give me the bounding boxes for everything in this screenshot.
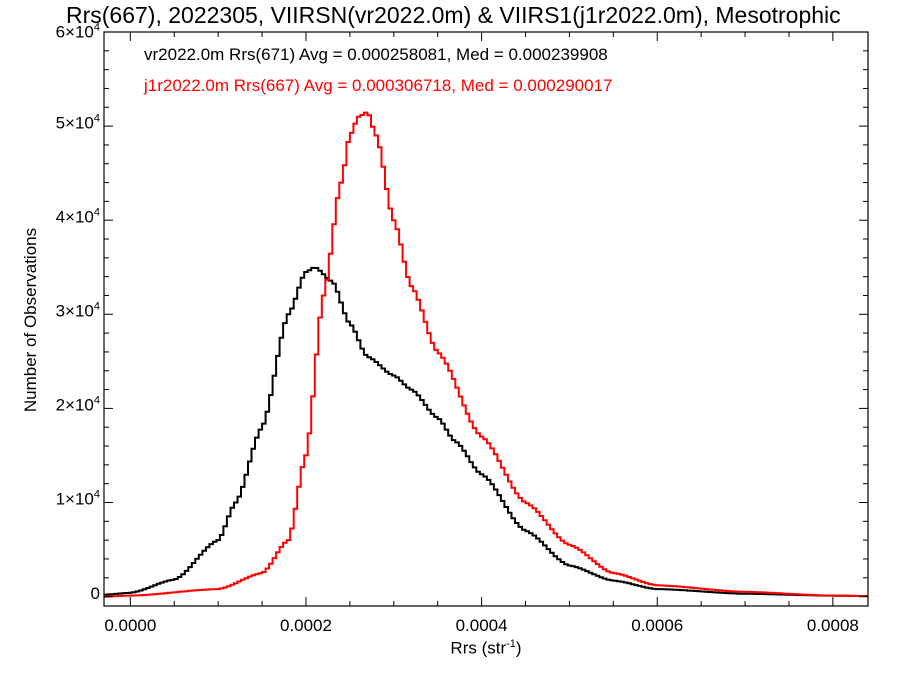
y-tick-mantissa: 2×10: [55, 395, 94, 415]
y-tick-label: 4×104: [56, 207, 100, 228]
x-tick-label: 0.0004: [455, 616, 508, 635]
y-tick-mantissa: 3×10: [55, 301, 94, 321]
x-tick-label: 0.0000: [104, 616, 157, 635]
y-tick-mantissa: 4×10: [55, 207, 94, 227]
x-tick-label: 0.0002: [279, 616, 332, 635]
series-j1r2022-histogram: [104, 111, 868, 598]
x-tick-label: 0.0008: [806, 616, 859, 635]
y-tick-mantissa: 1×10: [55, 489, 94, 509]
x-axis-label: Rrs (str-1): [450, 638, 522, 658]
y-tick-mantissa: 0: [90, 583, 100, 603]
legend-entry-vr: vr2022.0m Rrs(671) Avg = 0.000258081, Me…: [144, 45, 608, 64]
y-tick-mantissa: 5×10: [55, 113, 94, 133]
series-vr2022-histogram: [104, 266, 868, 598]
plot-frame: [103, 31, 869, 607]
y-tick-label: 3×104: [56, 301, 100, 322]
y-tick-mantissa: 6×10: [55, 22, 94, 42]
series-layer: [104, 111, 868, 598]
y-tick-label: 1×104: [56, 489, 100, 510]
y-tick-exponent: 4: [93, 206, 100, 219]
legend-entry-j1r: j1r2022.0m Rrs(667) Avg = 0.000306718, M…: [144, 76, 613, 95]
y-tick-label: 6×104: [56, 22, 100, 43]
y-tick-exponent: 4: [93, 21, 100, 34]
chart-title: Rrs(667), 2022305, VIIRSN(vr2022.0m) & V…: [66, 2, 841, 28]
y-tick-label: 0: [91, 584, 100, 604]
y-tick-exponent: 4: [93, 300, 100, 313]
y-tick-exponent: 4: [93, 394, 100, 407]
tick-marks: [104, 31, 868, 606]
y-tick-exponent: 4: [93, 112, 100, 125]
y-tick-exponent: 4: [93, 488, 100, 501]
x-tick-label: 0.0006: [631, 616, 684, 635]
y-tick-label: 2×104: [56, 395, 100, 416]
y-axis-label: Number of Observations: [21, 227, 40, 413]
y-tick-label: 5×104: [56, 113, 100, 134]
